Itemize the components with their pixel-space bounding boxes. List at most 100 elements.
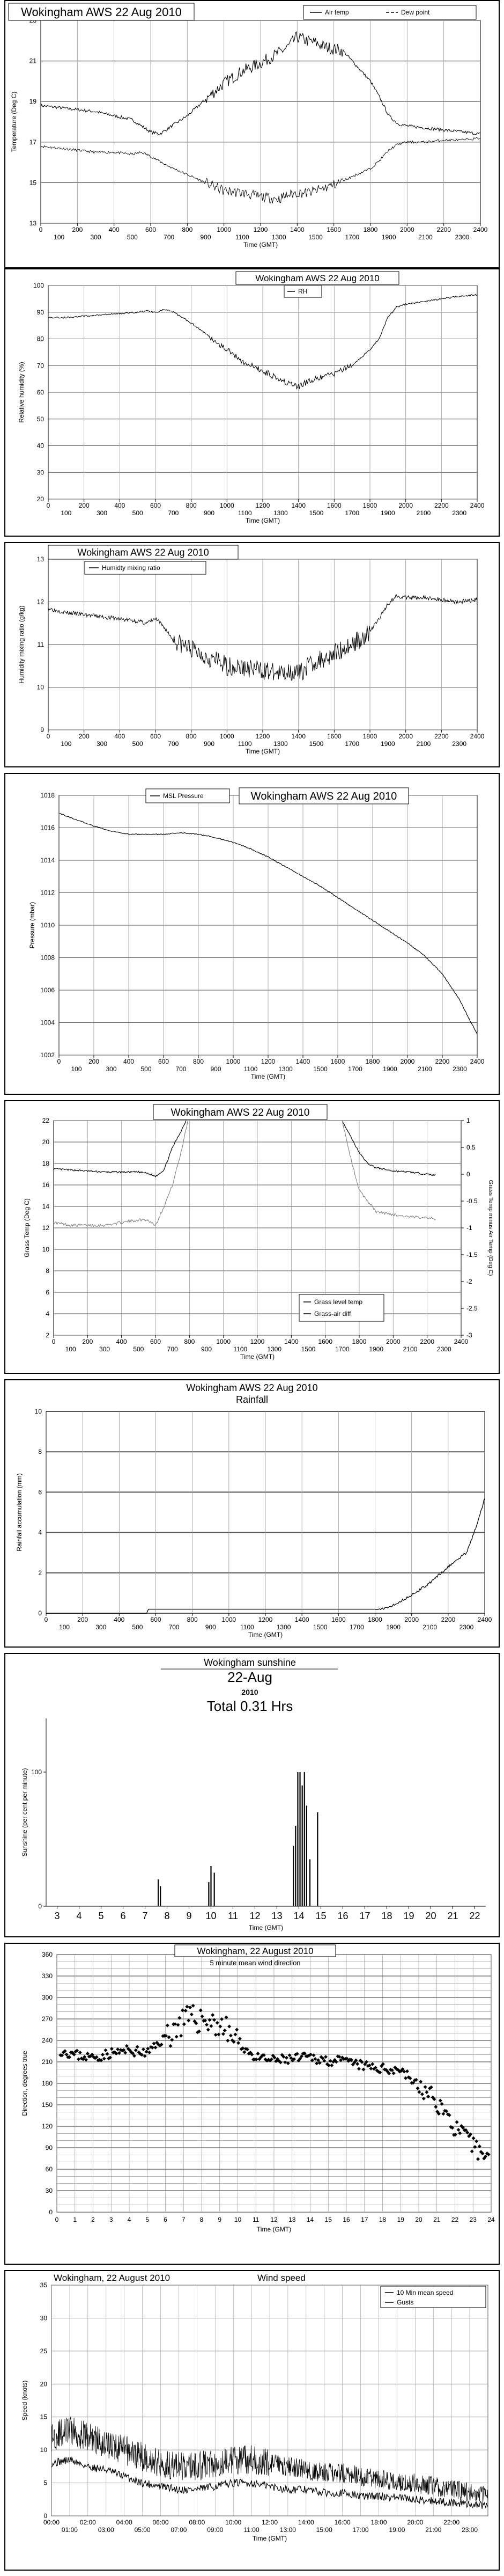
x-tick-label-top: 600 [150,502,161,509]
x-tick-label-top: 2000 [404,1616,419,1623]
chart-title: Wokingham, 22 August 2010 [197,1946,313,1956]
x-tick-label-top: 1800 [364,226,378,233]
x-tick-label: 15 [315,1911,326,1921]
scatter-point [224,2015,228,2019]
chart-title-box [239,787,409,804]
scatter-point [223,2028,227,2032]
panel-rainfall: 0 2 4 6 8 10 0 200 400 600 800 1000 1200 1400 1600 1800… [4,1379,500,1648]
scatter-point [412,2078,417,2082]
x-tick-label-top: 2400 [478,1616,492,1623]
x-tick-label-bottom: 100 [54,233,64,241]
scatter-point [170,2038,174,2042]
scatter-point [444,2109,448,2113]
x-tick-label: 18 [381,1911,392,1921]
scatter-point [180,2008,184,2012]
scatter-point [120,2048,124,2053]
x-tick-label-top: 200 [88,1058,99,1065]
y-tick-label: 210 [42,2058,53,2066]
x-tick-label-top: 2400 [473,226,488,233]
panel-mixing-ratio: 9 10 11 12 13 0 200 400 600 800 1000 1200 1400 1600 18… [4,542,500,767]
x-tick-label-top: 1200 [256,733,270,740]
panel-temperature: 1315171921230200400600800100012001400160… [4,0,500,268]
x-tick-label-top: 800 [186,733,197,740]
scatter-point [475,2139,479,2143]
scatter-point [465,2131,470,2135]
scatter-point [306,2054,310,2059]
legend-pressure: MSL Pressure [163,792,204,800]
x-tick-label-bottom: 100 [65,1345,76,1353]
x-tick-label: 6 [164,2216,167,2223]
series-line-mean-speed [51,2456,488,2509]
scatter-point [414,2077,418,2082]
y-tick-label: 25 [40,2347,48,2355]
x-tick-label-bottom: 300 [90,233,101,241]
scatter-point [272,2055,277,2060]
scatter-point [196,2030,200,2035]
panel-relative-humidity: 20 30 40 50 60 70 80 90 100 0 200 400 600 800 1000 1200… [4,268,500,537]
scatter-point [295,2052,299,2056]
scatter-point [265,2059,269,2063]
x-tick-label-bottom: 15:00 [316,2526,332,2534]
x-tick-label-bottom: 1300 [277,1623,291,1631]
x-tick-label-bottom: 21:00 [425,2526,441,2534]
scatter-point [83,2055,87,2059]
y-tick-label: 20 [40,2380,48,2388]
scatter-point [203,2018,207,2023]
y-tick-label: 30 [37,469,45,476]
x-tick-label-top: 1800 [368,1616,382,1623]
x-tick-label-top: 18:00 [370,2519,387,2526]
x-tick-label-top: 00:00 [43,2519,60,2526]
chart-title: Wokingham AWS 22 Aug 2010 [255,273,380,283]
x-tick-label-top: 2400 [470,733,485,740]
scatter-point [141,2047,145,2052]
x-tick-label-top: 14:00 [298,2519,314,2526]
x-tick-label-bottom: 2100 [418,1065,432,1073]
temperature-chart: 1315171921230200400600800100012001400160… [8,3,488,248]
scatter-point [289,2056,293,2060]
series-line-grass-temp [53,1120,436,1178]
x-tick-label-top: 1000 [216,1338,231,1345]
legend-air-temp: Air temp [325,9,349,16]
legend-box [299,1294,384,1322]
x-tick-label: 12 [249,1911,260,1921]
scatter-point [155,2040,159,2045]
y-tick-label: 6 [46,1289,49,1296]
scatter-point [411,2081,416,2085]
chart-subtitle: Rainfall [236,1394,268,1405]
wind-speed-chart: 0 5 10 15 20 25 30 35 00:00 02:00 04:00 06:00 08:00 1… [21,2273,488,2542]
scatter-point [455,2120,459,2124]
scatter-point [426,2094,431,2098]
x-tick-label-top: 2000 [398,733,413,740]
x-tick-label-bottom: 100 [59,1623,70,1631]
x-tick-label-top: 22:00 [443,2519,459,2526]
x-tick-label-bottom: 1300 [272,233,286,241]
x-tick-label-top: 1000 [220,733,234,740]
series-line-mixing-ratio [48,594,478,681]
y-tick-label: 0 [43,2512,47,2520]
scatter-point [232,2040,236,2044]
scatter-point [464,2128,468,2132]
y-tick-label: 330 [42,1972,53,1980]
scatter-point [176,2023,180,2027]
scatter-point [135,2045,139,2049]
scatter-point [116,2047,120,2052]
scatter-point [182,2022,186,2026]
x-tick-label-top: 2000 [398,502,413,509]
y-tick-label: 1012 [40,889,55,897]
y-axis-label: Grass Temp (Deg C) [23,1198,31,1257]
scatter-point [144,2050,149,2054]
x-tick-label-bottom: 2300 [452,740,466,748]
x-tick-label-top: 200 [79,502,90,509]
scatter-point [76,2057,80,2061]
y-tick-label: 30 [40,2314,48,2322]
y-tick-label: 1018 [40,792,55,799]
scatter-point [215,2021,219,2025]
y-tick-label: 2 [46,1331,49,1339]
y2-tick-label: 0 [466,1170,470,1178]
scatter-point [387,2072,391,2076]
x-tick-label: 13 [271,1911,282,1921]
scatter-point [197,2029,201,2033]
x-tick-label: 0 [55,2216,59,2223]
x-tick-label-top: 2200 [436,226,451,233]
